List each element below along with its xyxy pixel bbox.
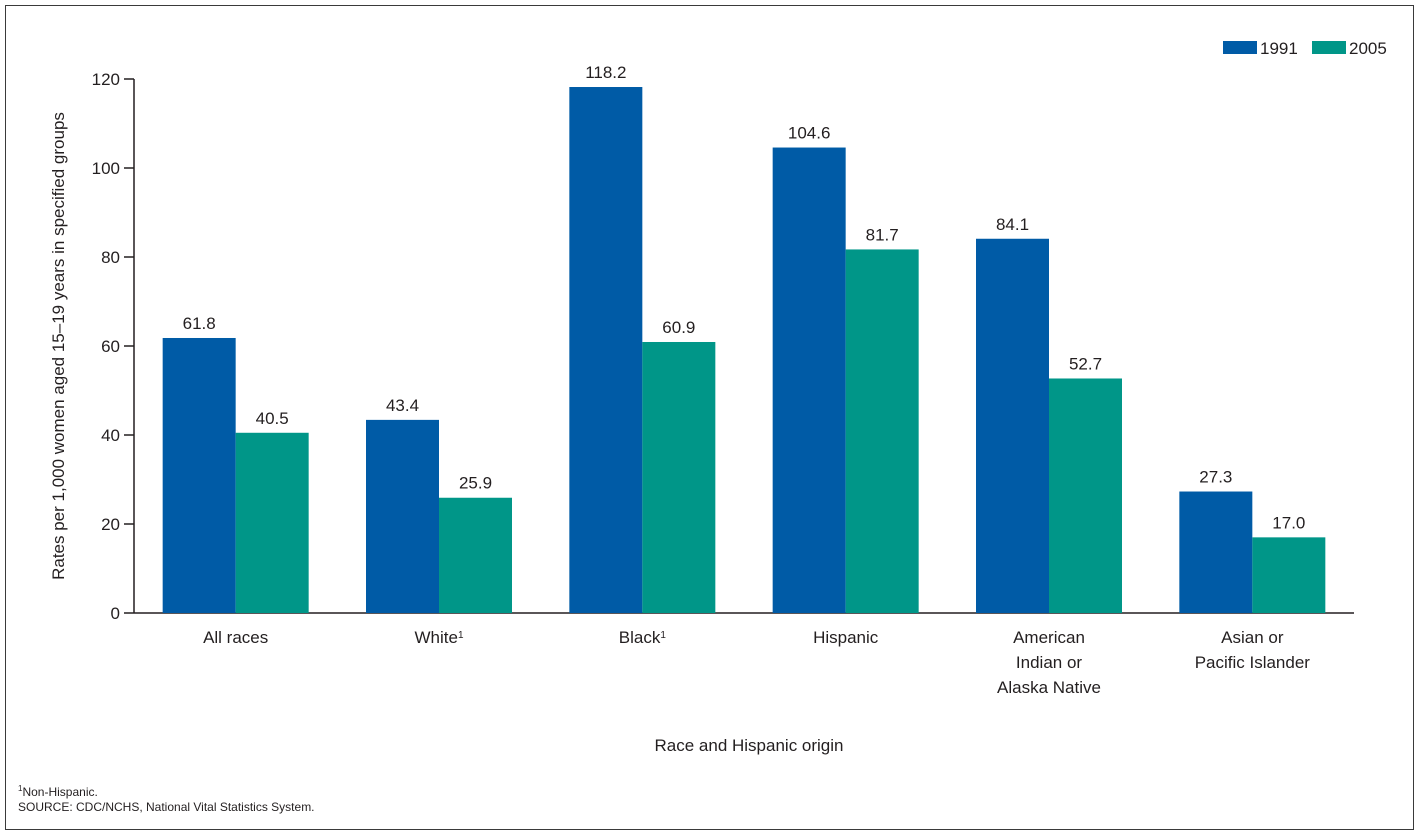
bar-1991	[772, 147, 846, 613]
bar-1991	[366, 419, 439, 613]
category-label: Asian or Pacific Islander	[1195, 628, 1311, 672]
y-tick-label: 120	[92, 70, 120, 89]
y-tick-label: 0	[111, 604, 120, 623]
data-label: 84.1	[996, 215, 1029, 234]
bar-1991	[162, 337, 236, 613]
data-label: 40.5	[256, 409, 289, 428]
bar-2005	[1049, 378, 1122, 613]
category-labels: All races White1 Black1 Hispanic American Ind…	[203, 628, 1310, 697]
value-labels: 61.8 40.5 43.4 25.9 118.2 60.9 104.6 81.7 84.1 52…	[183, 63, 1306, 532]
legend-swatch-2005	[1312, 41, 1346, 54]
bar-2005	[642, 341, 716, 613]
data-label: 81.7	[866, 225, 899, 244]
bar-1991	[1179, 491, 1253, 613]
data-label: 118.2	[585, 63, 626, 82]
data-label: 61.8	[183, 314, 216, 333]
bars	[162, 87, 1326, 613]
chart-frame: 0 20 40 60 80 100 120 61.8 40.5 43.4 25.9 118.2 60.…	[5, 5, 1414, 830]
x-axis-title: Race and Hispanic origin	[655, 736, 844, 755]
y-tick-label: 20	[101, 515, 120, 534]
source-note: SOURCE: CDC/NCHS, National Vital Statist…	[18, 800, 315, 814]
bar-1991	[976, 238, 1049, 613]
legend-label-2005: 2005	[1349, 39, 1387, 58]
bar-2005	[845, 249, 919, 613]
bar-2005	[439, 497, 512, 613]
footnote-marker: 1	[18, 784, 23, 793]
bar-2005	[235, 432, 309, 613]
category-label: White1	[414, 628, 463, 647]
category-label: Black1	[619, 628, 667, 647]
category-label: Hispanic	[813, 628, 879, 647]
bar-chart: 0 20 40 60 80 100 120 61.8 40.5 43.4 25.9 118.2 60.…	[49, 39, 1387, 755]
data-label: 43.4	[386, 396, 419, 415]
y-axis-title: Rates per 1,000 women aged 15–19 years i…	[49, 112, 68, 580]
category-label: All races	[203, 628, 268, 647]
y-tick-label: 100	[92, 159, 120, 178]
legend-label-1991: 1991	[1260, 39, 1298, 58]
category-label: American Indian or Alaska Native	[997, 628, 1101, 697]
data-label: 104.6	[788, 124, 831, 143]
data-label: 27.3	[1199, 468, 1232, 487]
y-tick-label: 80	[101, 248, 120, 267]
footnote: 1Non-Hispanic.	[18, 784, 98, 800]
bar-2005	[1252, 537, 1326, 613]
data-label: 17.0	[1272, 513, 1305, 532]
data-label: 25.9	[459, 474, 492, 493]
y-tick-label: 40	[101, 426, 120, 445]
footnote-text: Non-Hispanic.	[22, 785, 98, 799]
axes: 0 20 40 60 80 100 120	[92, 70, 1354, 623]
legend: 1991 2005	[1223, 39, 1387, 58]
data-label: 60.9	[662, 318, 695, 337]
legend-swatch-1991	[1223, 41, 1257, 54]
y-tick-label: 60	[101, 337, 120, 356]
data-label: 52.7	[1069, 354, 1102, 373]
bar-1991	[569, 87, 643, 613]
